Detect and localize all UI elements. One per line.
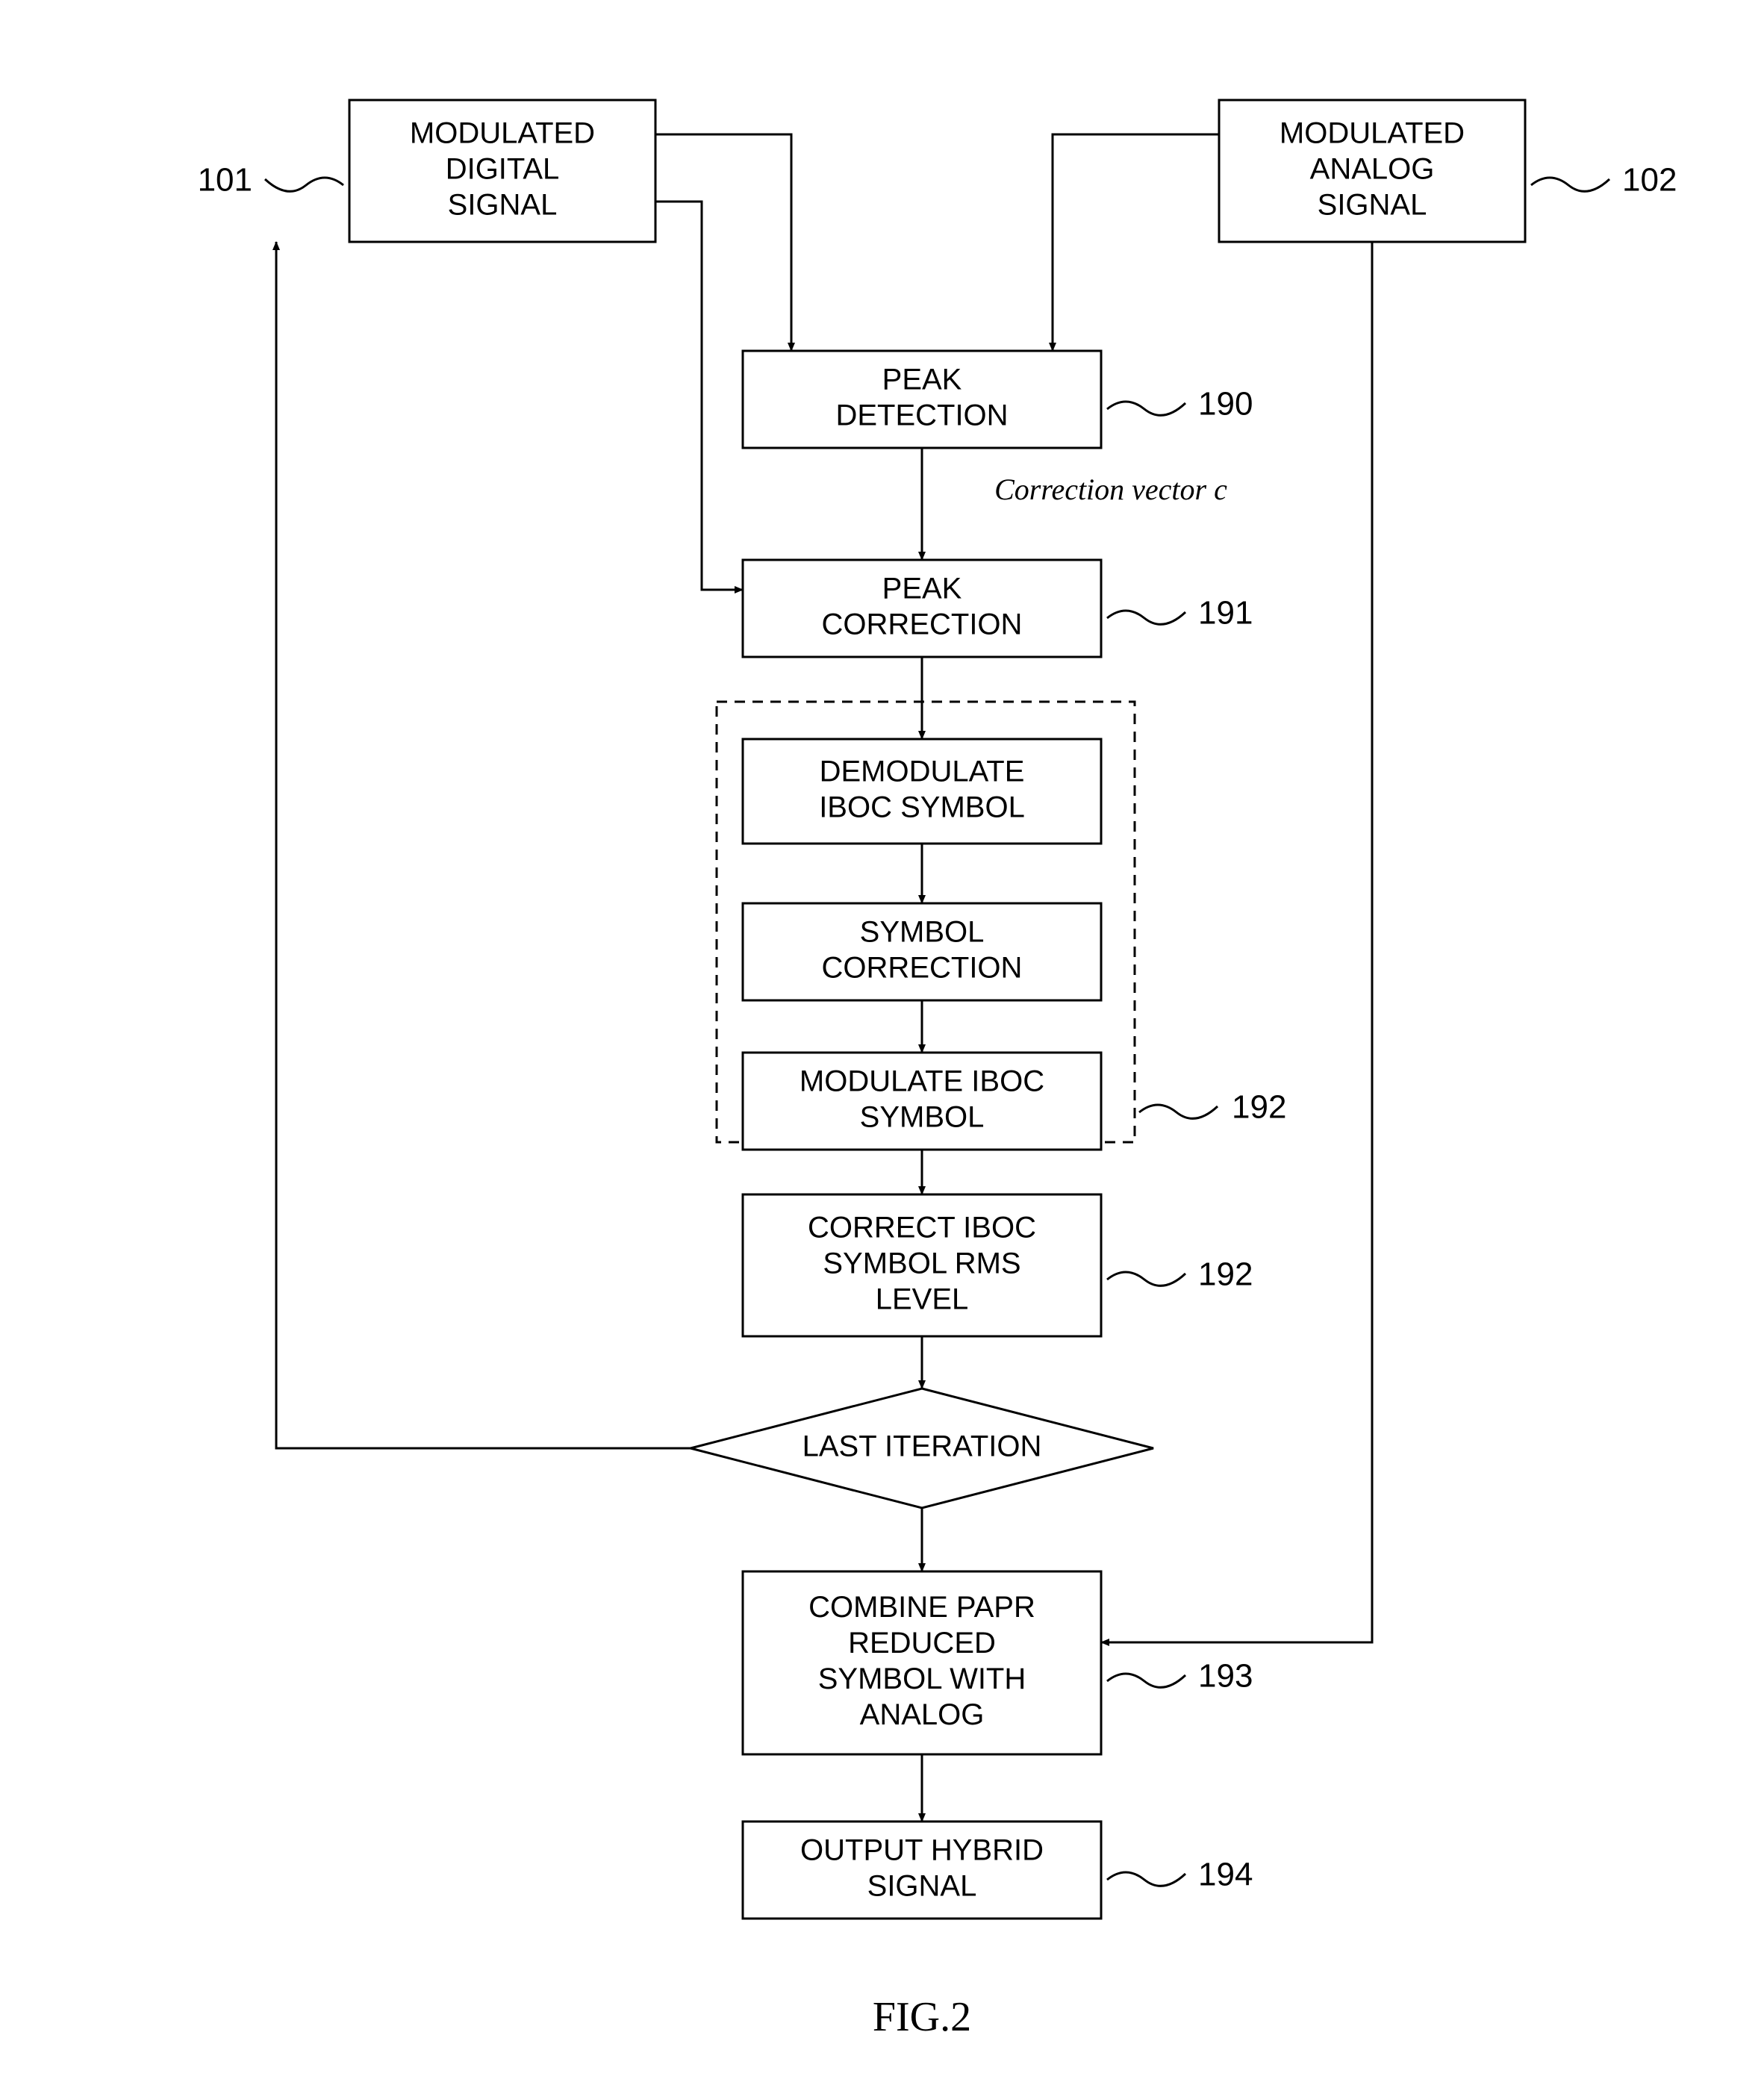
box-label-line: CORRECT IBOC [808,1212,1036,1244]
box-label-line: DEMODULATE [820,755,1025,788]
ref-leader [1107,1872,1185,1886]
box-label-line: ANALOG [860,1698,985,1731]
box-label-line: SIGNAL [867,1870,977,1903]
box-label-line: SIGNAL [448,189,558,222]
box-label-line: CORRECTION [822,608,1023,641]
box-label-line: SYMBOL RMS [823,1247,1020,1280]
box-label-line: REDUCED [848,1627,996,1660]
ref-number: 102 [1622,162,1677,199]
box-label-line: MODULATED [410,117,595,150]
box-label-line: MODULATED [1280,117,1465,150]
ref-number: 192 [1198,1256,1253,1293]
box-label-line: SYMBOL WITH [818,1662,1026,1695]
box-label-line: SIGNAL [1318,189,1427,222]
ref-number: 101 [198,162,252,199]
box-label-line: LEVEL [876,1283,969,1316]
box-label-line: COMBINE PAPR [808,1591,1035,1624]
box-label-line: DIGITAL [446,153,560,186]
box-label-line: PEAK [882,364,962,396]
box-label-line: SYMBOL [860,1101,985,1134]
box-label-line: PEAK [882,573,962,605]
ref-number: 192 [1232,1089,1286,1126]
edge-annotation: Correction vector c [994,473,1227,506]
ref-leader [1107,1674,1185,1687]
flow-arrow [655,202,743,590]
ref-leader [1531,178,1609,191]
box-label-line: LAST ITERATION [802,1430,1042,1463]
flow-arrow [655,134,791,351]
ref-leader [1107,1272,1185,1286]
flow-arrow [1053,134,1219,351]
box-label-line: ANALOG [1310,153,1435,186]
ref-leader [1107,402,1185,415]
ref-number: 193 [1198,1658,1253,1695]
ref-leader [1139,1105,1218,1118]
box-label-line: CORRECTION [822,952,1023,985]
flow-arrow [276,242,691,1448]
box-label-line: IBOC SYMBOL [819,791,1025,824]
flowchart-diagram: MODULATEDDIGITALSIGNAL101MODULATEDANALOG… [0,0,1764,2091]
box-label-line: OUTPUT HYBRID [800,1834,1044,1867]
ref-number: 194 [1198,1857,1253,1893]
figure-label: FIG.2 [873,1994,971,2040]
box-label-line: MODULATE IBOC [800,1065,1044,1098]
flow-arrow [1101,242,1372,1642]
ref-leader [1107,611,1185,624]
box-label-line: SYMBOL [860,916,985,949]
ref-number: 190 [1198,386,1253,423]
box-label-line: DETECTION [835,399,1008,432]
ref-number: 191 [1198,595,1253,632]
ref-leader [265,178,343,191]
